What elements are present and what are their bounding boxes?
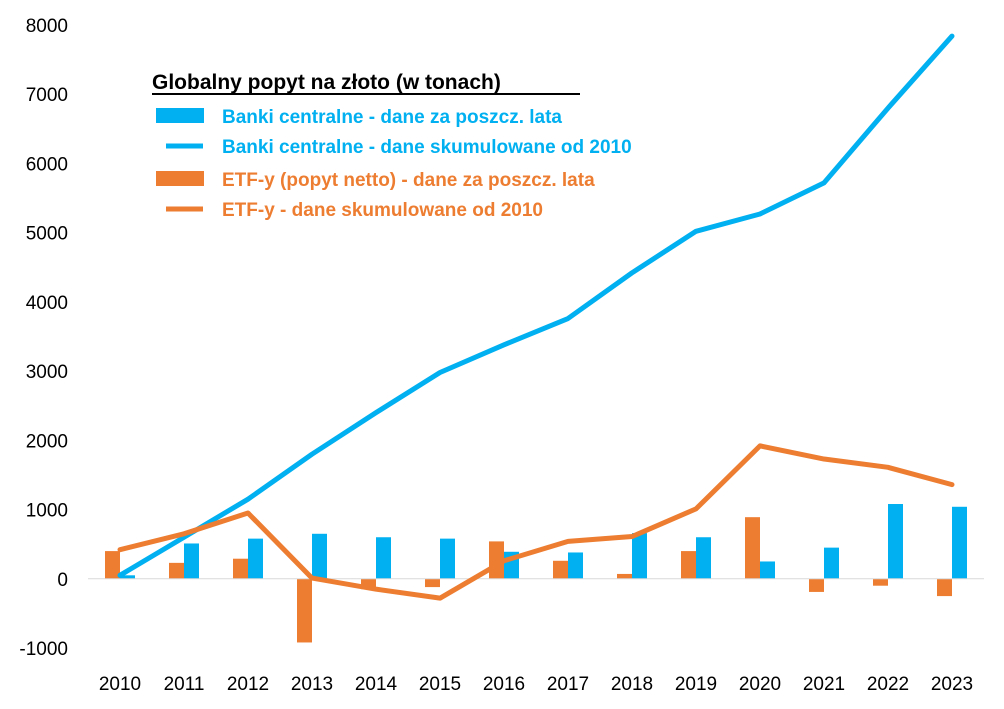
y-tick-label: 4000 bbox=[26, 293, 68, 314]
bar-central-banks-annual-2023 bbox=[952, 506, 967, 579]
bar-central-banks-annual-2015 bbox=[440, 538, 455, 579]
legend-swatch-central-banks-annual bbox=[156, 108, 204, 123]
bar-central-banks-annual-2018 bbox=[632, 533, 647, 579]
y-tick-label: 2000 bbox=[26, 431, 68, 452]
legend-swatch-etf-annual bbox=[156, 171, 204, 186]
lines-layer bbox=[117, 33, 955, 601]
bar-etf-annual-2018 bbox=[617, 573, 632, 579]
y-tick-label: 7000 bbox=[26, 85, 68, 106]
bar-etf-annual-2010 bbox=[105, 551, 120, 579]
bar-central-banks-annual-2017 bbox=[568, 552, 583, 579]
bar-etf-annual-2019 bbox=[681, 551, 696, 579]
legend-title: Globalny popyt na złoto (w tonach) bbox=[152, 71, 501, 94]
x-axis-tick-labels: 2010 2011 2012 2013 2014 2015 2016 2017 2018 2019… bbox=[99, 674, 973, 695]
legend: Globalny popyt na złoto (w tonach) Banki… bbox=[152, 71, 632, 221]
bar-etf-annual-2017 bbox=[553, 560, 568, 579]
line-etf-cumulative bbox=[117, 443, 955, 601]
bar-central-banks-annual-2013 bbox=[312, 533, 327, 579]
y-tick-label: 5000 bbox=[26, 224, 68, 245]
y-tick-label: 3000 bbox=[26, 362, 68, 383]
bar-etf-annual-2012 bbox=[233, 558, 248, 579]
bar-central-banks-annual-2010 bbox=[120, 575, 135, 579]
y-tick-label: -1000 bbox=[19, 639, 68, 660]
legend-label-etf-annual: ETF-y (popyt netto) - dane za poszcz. la… bbox=[222, 170, 595, 191]
bar-central-banks-annual-2020 bbox=[760, 561, 775, 579]
bar-central-banks-annual-2021 bbox=[824, 547, 839, 579]
x-tick-label: 2012 bbox=[227, 674, 269, 695]
x-tick-label: 2017 bbox=[547, 674, 589, 695]
y-tick-label: 6000 bbox=[26, 154, 68, 175]
legend-label-central-banks-cumulative: Banki centralne - dane skumulowane od 20… bbox=[222, 137, 632, 158]
x-tick-label: 2021 bbox=[803, 674, 845, 695]
x-tick-label: 2010 bbox=[99, 674, 141, 695]
x-tick-label: 2014 bbox=[355, 674, 398, 695]
bar-etf-annual-2013 bbox=[297, 578, 312, 643]
bar-central-banks-annual-2014 bbox=[376, 537, 391, 579]
y-axis-tick-labels: -1000 0 1000 2000 3000 4000 5000 6000 7000 8000 bbox=[19, 16, 68, 660]
x-tick-label: 2019 bbox=[675, 674, 717, 695]
x-tick-label: 2023 bbox=[931, 674, 973, 695]
bar-etf-annual-2020 bbox=[745, 517, 760, 579]
y-tick-label: 1000 bbox=[26, 501, 68, 522]
bar-etf-annual-2023 bbox=[937, 578, 952, 597]
bar-etf-annual-2015 bbox=[425, 578, 440, 588]
bars-layer bbox=[105, 504, 967, 643]
bar-etf-annual-2021 bbox=[809, 578, 824, 592]
bar-central-banks-annual-2019 bbox=[696, 537, 711, 579]
y-tick-label: 0 bbox=[57, 570, 68, 591]
bar-central-banks-annual-2012 bbox=[248, 538, 263, 579]
bar-central-banks-annual-2011 bbox=[184, 543, 199, 579]
line-central-banks-cumulative bbox=[117, 33, 955, 578]
x-tick-label: 2018 bbox=[611, 674, 653, 695]
legend-label-etf-cumulative: ETF-y - dane skumulowane od 2010 bbox=[222, 200, 543, 221]
x-tick-label: 2022 bbox=[867, 674, 909, 695]
bar-etf-annual-2014 bbox=[361, 578, 376, 590]
legend-label-central-banks-annual: Banki centralne - dane za poszcz. lata bbox=[222, 107, 562, 128]
bar-central-banks-annual-2022 bbox=[888, 504, 903, 579]
bar-etf-annual-2022 bbox=[873, 578, 888, 586]
bar-etf-annual-2011 bbox=[169, 562, 184, 579]
x-tick-label: 2015 bbox=[419, 674, 461, 695]
x-tick-label: 2013 bbox=[291, 674, 333, 695]
y-tick-label: 8000 bbox=[26, 16, 68, 37]
x-tick-label: 2020 bbox=[739, 674, 781, 695]
x-tick-label: 2011 bbox=[164, 674, 205, 695]
x-tick-label: 2016 bbox=[483, 674, 525, 695]
